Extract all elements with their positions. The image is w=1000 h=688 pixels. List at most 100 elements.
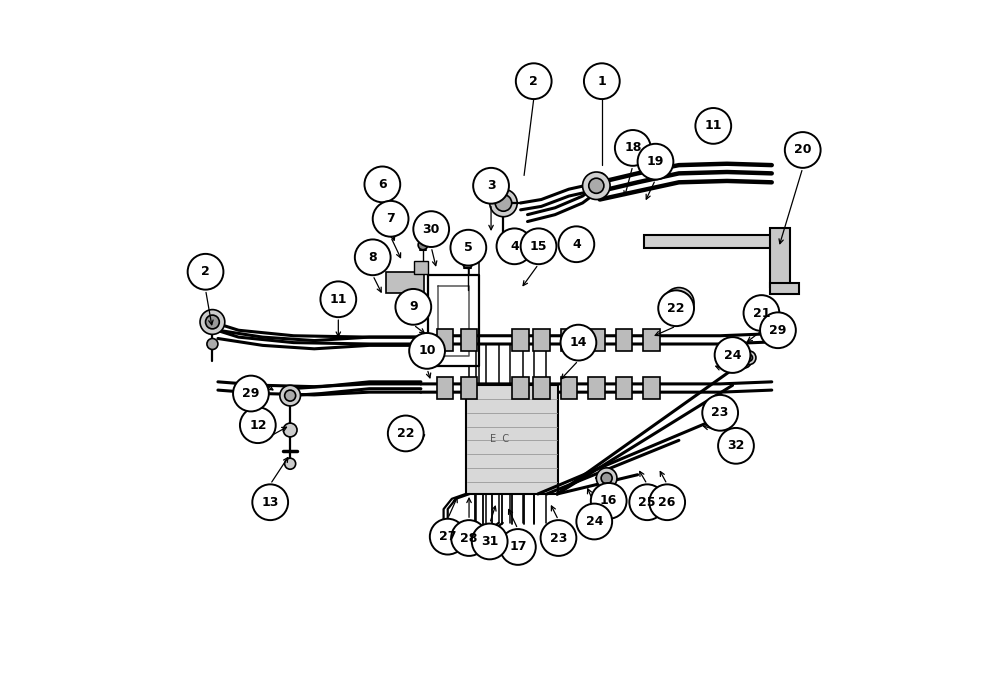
- Text: 17: 17: [509, 541, 527, 553]
- Circle shape: [413, 211, 449, 247]
- Circle shape: [283, 423, 297, 437]
- Bar: [512, 377, 529, 399]
- Text: 23: 23: [550, 532, 567, 544]
- Circle shape: [206, 315, 219, 329]
- Circle shape: [737, 354, 751, 368]
- Bar: [437, 329, 453, 351]
- Bar: [588, 329, 605, 351]
- Text: 3: 3: [487, 180, 495, 192]
- Text: 12: 12: [249, 419, 267, 431]
- Circle shape: [746, 354, 752, 361]
- Circle shape: [561, 325, 596, 361]
- Circle shape: [430, 519, 466, 555]
- Circle shape: [583, 172, 610, 200]
- Circle shape: [497, 228, 532, 264]
- Circle shape: [541, 520, 576, 556]
- Circle shape: [500, 529, 536, 565]
- Text: 22: 22: [397, 427, 414, 440]
- Circle shape: [615, 130, 651, 166]
- Text: 29: 29: [242, 387, 260, 400]
- Bar: [466, 385, 558, 494]
- Text: 20: 20: [794, 144, 811, 156]
- Text: 13: 13: [262, 496, 279, 508]
- Text: 18: 18: [624, 142, 641, 154]
- Circle shape: [649, 484, 685, 520]
- Text: 6: 6: [378, 178, 387, 191]
- Bar: [437, 377, 453, 399]
- Circle shape: [364, 166, 400, 202]
- Circle shape: [451, 520, 487, 556]
- Text: 5: 5: [464, 241, 473, 254]
- Circle shape: [744, 295, 779, 331]
- Bar: [533, 377, 550, 399]
- Circle shape: [741, 358, 748, 365]
- Bar: [770, 228, 790, 287]
- Text: 4: 4: [572, 238, 581, 250]
- Bar: [561, 377, 577, 399]
- Text: 25: 25: [638, 496, 656, 508]
- Circle shape: [233, 376, 269, 411]
- Circle shape: [596, 468, 617, 488]
- Circle shape: [601, 473, 612, 484]
- Text: 23: 23: [711, 407, 729, 419]
- Circle shape: [450, 230, 486, 266]
- Circle shape: [188, 254, 223, 290]
- Circle shape: [285, 458, 296, 469]
- Circle shape: [280, 385, 300, 406]
- Bar: [643, 329, 660, 351]
- Bar: [533, 329, 550, 351]
- Bar: [461, 377, 477, 399]
- Text: 29: 29: [769, 324, 787, 336]
- Text: 24: 24: [724, 349, 741, 361]
- Bar: [588, 377, 605, 399]
- Circle shape: [473, 168, 509, 204]
- Circle shape: [730, 347, 737, 354]
- Text: 32: 32: [727, 440, 745, 452]
- Bar: [770, 283, 799, 294]
- Circle shape: [718, 428, 754, 464]
- Bar: [386, 272, 424, 293]
- Circle shape: [702, 395, 738, 431]
- Text: 7: 7: [386, 213, 395, 225]
- Text: 14: 14: [570, 336, 587, 349]
- Circle shape: [355, 239, 391, 275]
- Circle shape: [285, 390, 296, 401]
- Circle shape: [589, 178, 604, 193]
- Circle shape: [675, 299, 683, 307]
- Circle shape: [490, 189, 517, 217]
- Text: 19: 19: [647, 155, 664, 168]
- Text: 31: 31: [481, 535, 498, 548]
- Text: 24: 24: [586, 515, 603, 528]
- Text: 10: 10: [418, 345, 436, 357]
- Circle shape: [516, 63, 552, 99]
- Text: E  C: E C: [490, 434, 510, 444]
- Circle shape: [576, 504, 612, 539]
- Text: 15: 15: [530, 240, 547, 252]
- Text: 16: 16: [600, 495, 617, 507]
- Circle shape: [252, 484, 288, 520]
- Circle shape: [418, 240, 428, 250]
- Bar: [644, 235, 772, 248]
- Circle shape: [629, 484, 665, 520]
- Text: 11: 11: [330, 293, 347, 305]
- Circle shape: [409, 333, 445, 369]
- Circle shape: [669, 293, 689, 312]
- Text: 2: 2: [201, 266, 210, 278]
- Circle shape: [388, 416, 424, 451]
- Circle shape: [664, 288, 694, 318]
- Circle shape: [638, 144, 673, 180]
- Circle shape: [395, 289, 431, 325]
- Text: 27: 27: [439, 530, 456, 543]
- Circle shape: [240, 407, 276, 443]
- Bar: [414, 261, 428, 274]
- Circle shape: [715, 337, 750, 373]
- Circle shape: [521, 228, 556, 264]
- Text: 28: 28: [460, 532, 478, 544]
- Circle shape: [495, 195, 512, 211]
- Text: 30: 30: [423, 223, 440, 235]
- Circle shape: [373, 201, 408, 237]
- Circle shape: [658, 290, 694, 326]
- Circle shape: [727, 344, 741, 358]
- Circle shape: [463, 259, 472, 268]
- Circle shape: [742, 351, 756, 365]
